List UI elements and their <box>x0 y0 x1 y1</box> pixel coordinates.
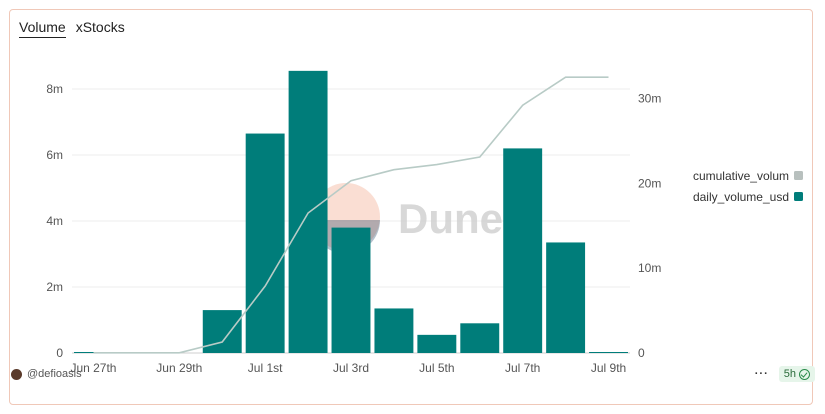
tab-bar: Volume xStocks <box>19 19 125 38</box>
bar-jul-6[interactable] <box>460 323 500 353</box>
legend-label[interactable]: cumulative_volum <box>693 169 789 183</box>
bar-jul-5[interactable] <box>417 334 457 353</box>
bar-jun-30[interactable] <box>202 310 242 353</box>
y-right-tick-label: 0 <box>638 346 645 360</box>
author-name[interactable]: @defioasis <box>27 368 82 380</box>
more-options-icon[interactable]: ··· <box>754 368 769 380</box>
tab-volume[interactable]: Volume <box>19 19 66 38</box>
bar-jul-1[interactable] <box>245 133 285 353</box>
author-avatar[interactable] <box>11 368 22 380</box>
refresh-age: 5h <box>783 368 796 380</box>
y-left-tick-label: 4m <box>46 214 63 228</box>
x-tick-label: Jul 3rd <box>333 361 369 375</box>
check-circle-icon <box>799 368 810 380</box>
legend-swatch[interactable] <box>794 192 803 201</box>
cumulative-line-path[interactable] <box>93 76 609 354</box>
refresh-badge[interactable]: 5h <box>778 366 815 382</box>
x-axis: Jun 27th Jun 29th Jul 1st Jul 3rd Jul 5th Jul… <box>70 361 626 375</box>
y-axis-left: 0 2m 4m 6m 8m <box>46 82 63 360</box>
bar-jul-3[interactable] <box>331 227 371 353</box>
y-right-tick-label: 10m <box>638 261 661 275</box>
bar-jul-2[interactable] <box>288 70 328 353</box>
x-tick-label: Jul 9th <box>591 361 626 375</box>
legend-label[interactable]: daily_volume_usd <box>693 190 789 204</box>
y-left-tick-label: 2m <box>46 280 63 294</box>
x-tick-label: Jun 29th <box>156 361 202 375</box>
x-tick-label: Jul 1st <box>248 361 283 375</box>
bar-jul-7[interactable] <box>503 148 543 353</box>
y-axis-right: 0 10m 20m 30m <box>638 91 661 360</box>
bar-jul-4[interactable] <box>374 308 414 353</box>
dune-watermark-text: Dune <box>398 195 503 242</box>
x-tick-label: Jul 7th <box>505 361 540 375</box>
legend-swatch[interactable] <box>794 171 803 180</box>
tab-xstocks[interactable]: xStocks <box>75 19 125 35</box>
y-right-tick-label: 20m <box>638 176 661 190</box>
bar-jun-27[interactable] <box>74 352 113 353</box>
author-info: @defioasis <box>11 368 82 380</box>
y-left-tick-label: 8m <box>46 82 63 96</box>
y-left-tick-label: 0 <box>56 346 63 360</box>
x-tick-label: Jul 5th <box>419 361 454 375</box>
y-left-tick-label: 6m <box>46 148 63 162</box>
legend: cumulative_volum daily_volume_usd <box>693 169 803 204</box>
bar-jul-9[interactable] <box>589 352 628 353</box>
bars <box>74 70 628 353</box>
footer-actions: ··· 5h <box>755 366 815 382</box>
y-right-tick-label: 30m <box>638 91 661 105</box>
cumulative-line <box>93 76 609 354</box>
bar-jul-8[interactable] <box>546 242 586 353</box>
x-tick-label: Jun 27th <box>70 361 116 375</box>
